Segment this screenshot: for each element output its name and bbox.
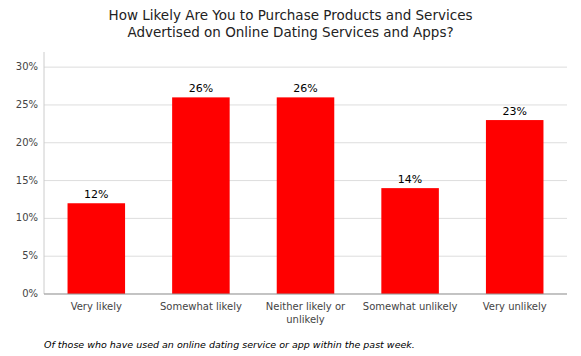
data-label: 14% — [398, 173, 422, 186]
bar — [277, 97, 335, 294]
title: How Likely Are You to Purchase Products … — [109, 7, 473, 40]
y-tick-label: 25% — [16, 99, 38, 110]
data-label: 26% — [293, 82, 317, 95]
y-tick-label: 0% — [22, 288, 38, 299]
y-tick-label: 30% — [16, 61, 38, 72]
y-tick-label: 20% — [16, 137, 38, 148]
grid — [44, 67, 567, 294]
bar — [381, 188, 439, 294]
x-tick-label: Somewhat likely — [160, 301, 242, 312]
x-tick-label: Very unlikely — [483, 301, 547, 312]
chart: How Likely Are You to Purchase Products … — [0, 0, 581, 356]
data-label: 12% — [84, 188, 108, 201]
x-tick-label: Somewhat unlikely — [363, 301, 458, 312]
y-tick-label: 10% — [16, 212, 38, 223]
bar — [486, 120, 544, 294]
data-label: 26% — [189, 82, 213, 95]
bar — [172, 97, 230, 294]
y-tick-label: 5% — [22, 250, 38, 261]
y-tick-label: 15% — [16, 175, 38, 186]
bar — [68, 203, 126, 294]
data-label: 23% — [502, 105, 526, 118]
x-tick-label: Very likely — [71, 301, 122, 312]
x-axis-line — [44, 294, 567, 295]
y-axis-line — [44, 52, 45, 294]
grid-line — [44, 67, 567, 68]
x-tick-label: Neither likely orunlikely — [266, 301, 346, 325]
footnote: Of those who have used an online dating … — [44, 339, 415, 350]
bars — [68, 97, 544, 294]
grid-line — [44, 294, 567, 295]
